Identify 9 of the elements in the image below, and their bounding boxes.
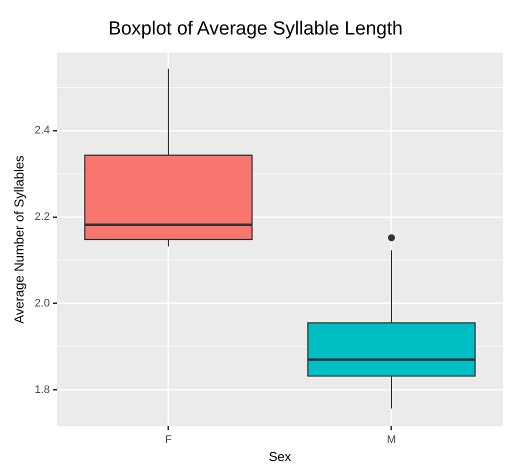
x-tick-label: F — [165, 434, 172, 446]
x-tick-label: M — [386, 434, 396, 446]
y-tick-label: 1.8 — [34, 384, 50, 396]
x-axis-title: Sex — [268, 448, 292, 464]
chart-title: Boxplot of Average Syllable Length — [108, 18, 403, 40]
y-axis-title: Average Number of Syllables — [11, 154, 26, 324]
y-tick-label: 2.4 — [34, 124, 50, 137]
y-tick-label: 2.2 — [34, 211, 50, 224]
y-tick-label: 2.0 — [34, 297, 50, 310]
